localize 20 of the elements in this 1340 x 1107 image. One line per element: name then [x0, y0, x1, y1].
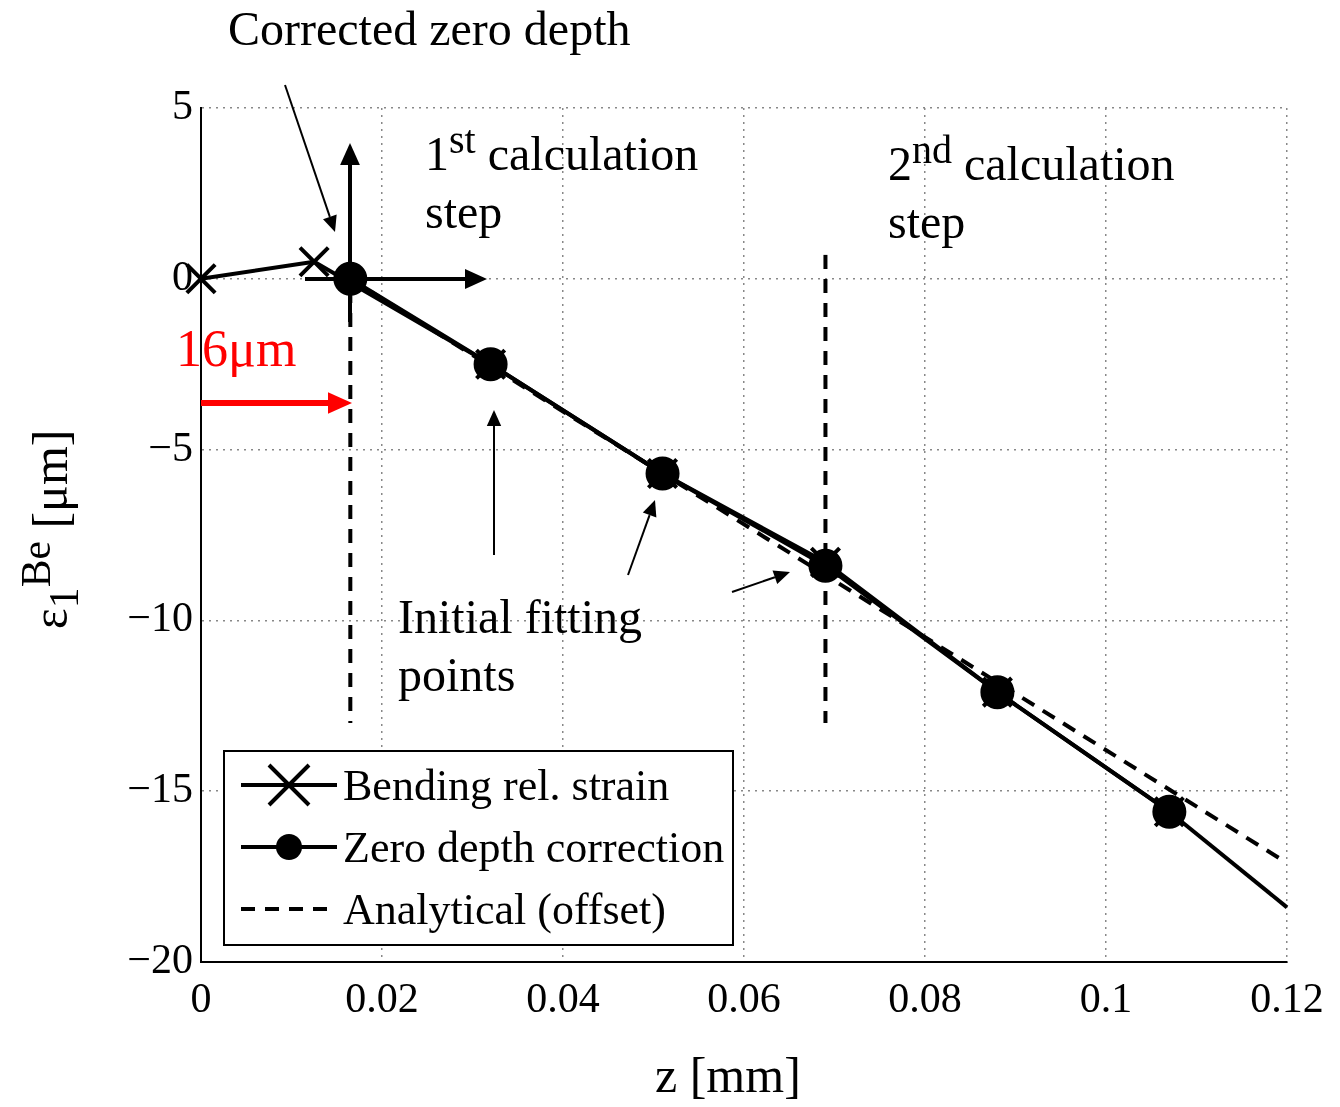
x-tick-label: 0.02	[345, 975, 419, 1022]
x-tick-label: 0.06	[707, 975, 781, 1022]
x-tick-label: 0.04	[526, 975, 600, 1022]
y-tick-label: −20	[127, 936, 193, 983]
x-tick-label: 0.1	[1079, 975, 1133, 1022]
x-axis-title: z [mm]	[655, 1046, 801, 1105]
annotation: Initial fitting points	[398, 589, 643, 703]
annotation: 2$^{nd}$ calculation step	[888, 126, 1176, 250]
x-tick-label: 0.12	[1250, 975, 1324, 1022]
legend-label: Bending rel. strain	[343, 759, 670, 811]
x-tick-label: 0.08	[888, 975, 962, 1022]
y-tick-label: −5	[148, 423, 193, 470]
annotation: 1$^{st}$ calculation step	[425, 116, 700, 240]
y-tick-label: −10	[127, 594, 193, 641]
legend-label: Analytical (offset)	[343, 883, 666, 935]
y-tick-label: 5	[172, 82, 193, 129]
legend-label: Zero depth correction	[343, 821, 725, 873]
text: Corrected zero depth	[228, 1, 631, 57]
y-tick-label: −15	[127, 765, 193, 812]
y-tick-label: 0	[172, 252, 193, 299]
